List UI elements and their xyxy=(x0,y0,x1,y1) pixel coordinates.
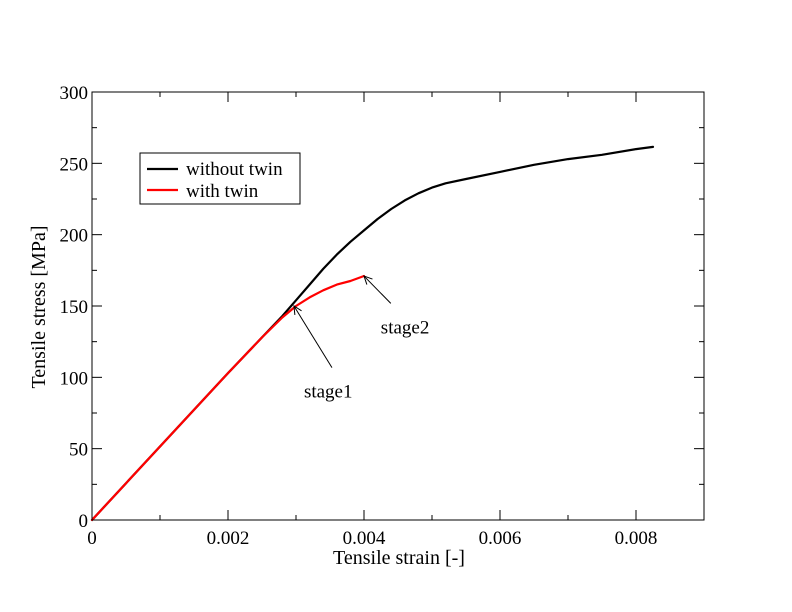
annotation-arrow-stage2 xyxy=(363,275,392,304)
annotation-arrowhead-stage2 xyxy=(363,275,373,285)
plot-frame xyxy=(91,91,705,521)
x-tick-label: 0.006 xyxy=(479,528,522,549)
legend: without twin with twin xyxy=(139,152,301,205)
x-tick-label: 0.002 xyxy=(207,528,250,549)
series-layer xyxy=(90,145,655,522)
y-tick-label: 200 xyxy=(60,226,89,247)
y-axis-label: Tensile stress [MPa] xyxy=(28,225,50,388)
legend-label-without-twin: without twin xyxy=(186,159,283,180)
annotation-arrow-stage1 xyxy=(293,305,333,368)
legend-box xyxy=(139,152,301,205)
legend-label-with-twin: with twin xyxy=(186,181,259,202)
y-tick-label: 250 xyxy=(60,154,89,175)
annotation-label-stage2: stage2 xyxy=(381,317,430,338)
annotation-label-stage1: stage1 xyxy=(304,382,353,403)
series-line-with-twin xyxy=(90,274,366,522)
x-axis-label: Tensile strain [-] xyxy=(333,547,465,569)
y-tick-label: 150 xyxy=(60,297,89,318)
y-tick-label: 300 xyxy=(60,83,89,104)
annotation-layer: stage1 stage2 xyxy=(293,275,430,403)
y-tick-label: 50 xyxy=(69,440,88,461)
annotation-arrowhead-stage1 xyxy=(293,305,302,316)
y-tick-label: 0 xyxy=(79,511,89,532)
x-tick-label: 0 xyxy=(87,528,97,549)
y-tick-label: 100 xyxy=(60,368,89,389)
x-tick-label: 0.008 xyxy=(615,528,658,549)
ticks-layer: 0 0.002 0.004 0.006 0.008 0 50 100 150 200 250 300 xyxy=(60,83,704,549)
x-tick-label: 0.004 xyxy=(343,528,386,549)
